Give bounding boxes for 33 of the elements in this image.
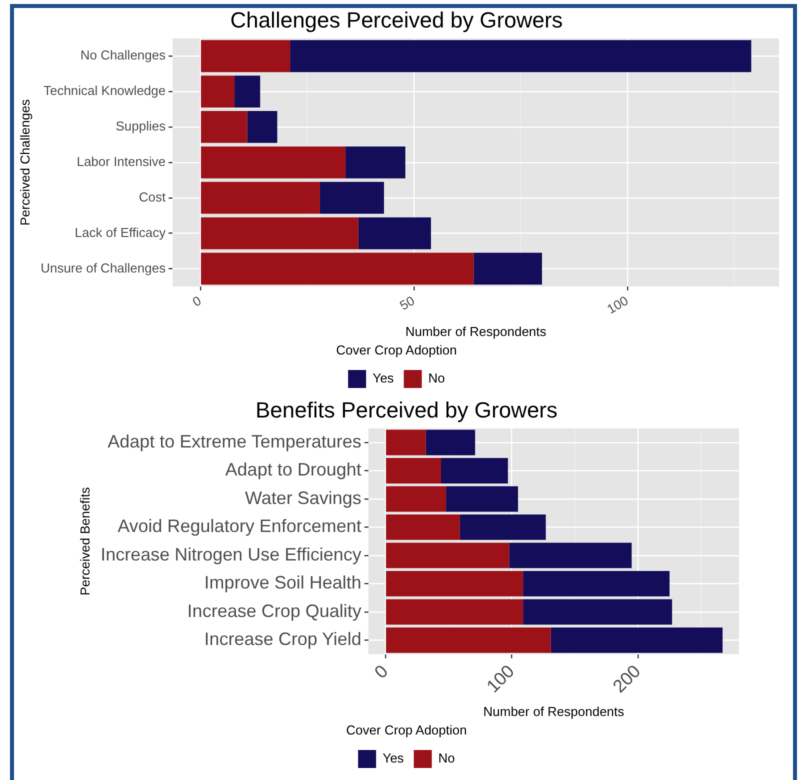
x-tick-label: 0 — [370, 661, 392, 682]
x-tick-label: 50 — [397, 292, 418, 314]
y-tick-label: Water Savings — [245, 488, 362, 508]
y-tick-label: Improve Soil Health — [204, 572, 362, 593]
legend-label: Yes — [372, 370, 394, 386]
y-tick-label: Adapt to Drought — [225, 460, 362, 480]
y-tick-label: Cost — [138, 189, 166, 204]
y-tick-label: Labor Intensive — [76, 154, 166, 169]
x-tick-label: 0 — [190, 292, 204, 310]
y-tick-label: Avoid Regulatory Enforcement — [118, 516, 362, 536]
x-axis-title: Number of Respondents — [483, 704, 625, 720]
y-tick-label: No Challenges — [80, 48, 166, 63]
y-tick-label: Adapt to Extreme Temperatures — [108, 431, 362, 452]
y-tick-label: Supplies — [116, 118, 166, 134]
y-tick-label: Lack of Efficacy — [74, 224, 166, 240]
y-tick-label: Unsure of Challenges — [40, 260, 166, 276]
x-tick-label: 100 — [482, 661, 518, 697]
y-axis-title: Perceived Benefits — [77, 486, 92, 596]
y-tick-label: Increase Crop Yield — [204, 629, 362, 650]
y-tick-label: Increase Nitrogen Use Efficiency — [100, 544, 362, 564]
y-tick-label: Technical Knowledge — [43, 83, 166, 98]
y-tick-label: Increase Crop Quality — [187, 600, 362, 621]
legend-label: Yes — [382, 750, 404, 766]
chart-title: Challenges Perceived by Growers — [230, 7, 563, 32]
y-axis-title: Perceived Challenges — [17, 98, 32, 226]
chart-title: Benefits Perceived by Growers — [255, 397, 558, 422]
legend-label: No — [438, 750, 455, 766]
x-axis-title: Number of Respondents — [405, 324, 547, 340]
legend-title: Cover Crop Adoption — [336, 342, 457, 358]
x-tick-label: 100 — [604, 292, 631, 317]
x-tick-label: 200 — [608, 661, 644, 697]
legend-label: No — [428, 370, 445, 386]
legend-title: Cover Crop Adoption — [346, 722, 467, 738]
